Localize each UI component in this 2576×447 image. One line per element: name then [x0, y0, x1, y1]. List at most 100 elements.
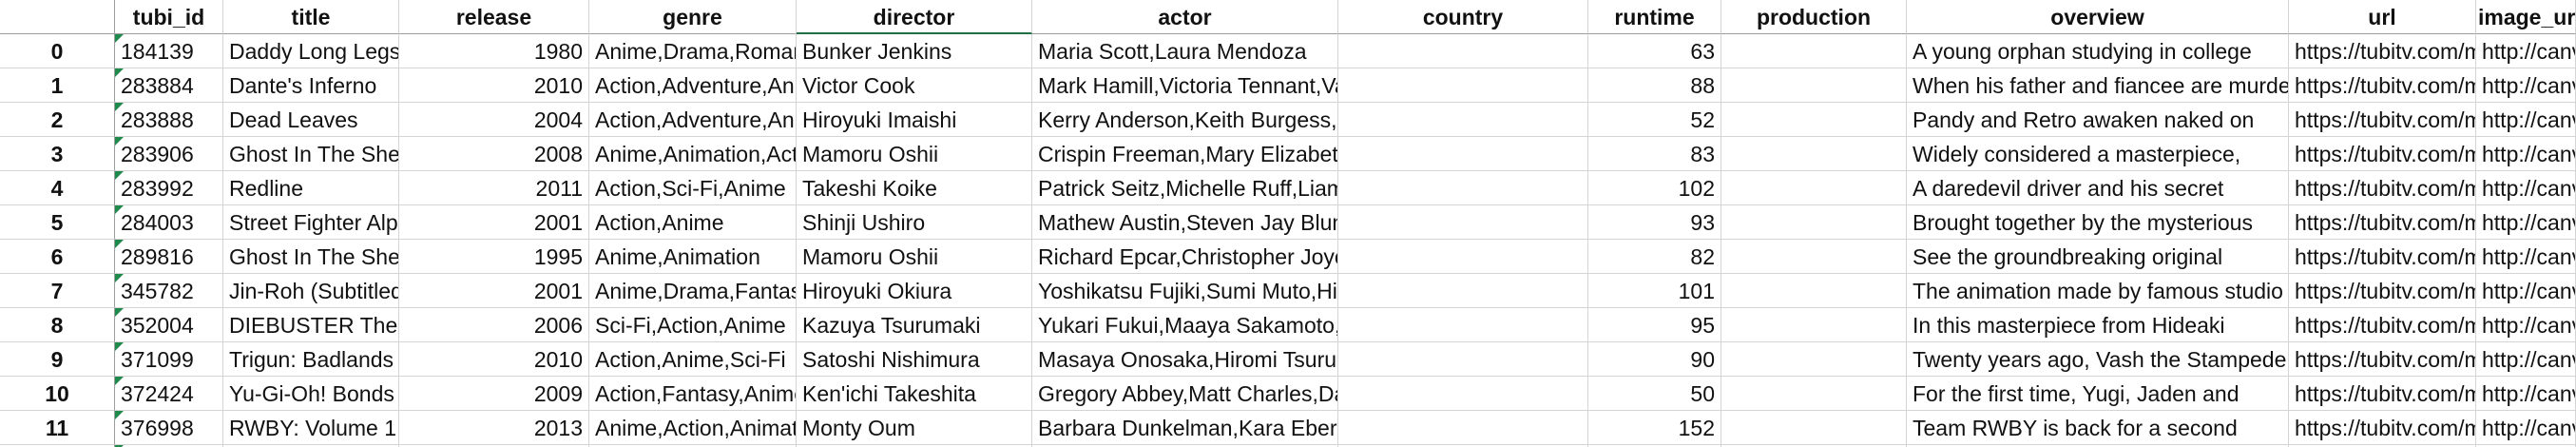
cell-country[interactable]: [1338, 68, 1588, 103]
cell-production[interactable]: [1721, 205, 1907, 240]
cell-director[interactable]: Mamoru Oshii: [797, 137, 1032, 171]
cell-director[interactable]: Bunker Jenkins: [797, 34, 1032, 68]
cell-director[interactable]: Shinji Aramaki: [797, 445, 1032, 447]
cell-runtime[interactable]: 102: [1588, 171, 1721, 205]
col-header-tubi-id[interactable]: tubi_id: [115, 0, 223, 34]
cell-image-url[interactable]: http://canvas-bridge.tubitv.com/fre5: [2476, 377, 2576, 411]
cell-url[interactable]: https://tubitv.com/movies/376998: [2289, 411, 2476, 445]
cell-runtime[interactable]: 50: [1588, 377, 1721, 411]
cell-image-url[interactable]: http://canvas-bridge.tubitv.com/HR6: [2476, 103, 2576, 137]
row-header[interactable]: 3: [0, 137, 115, 171]
cell-overview[interactable]: Twenty years ago, Vash the Stampede: [1907, 342, 2289, 377]
cell-country[interactable]: [1338, 308, 1588, 342]
col-header-genre[interactable]: genre: [589, 0, 797, 34]
col-header-director[interactable]: director: [797, 0, 1032, 34]
cell-runtime[interactable]: 95: [1588, 308, 1721, 342]
cell-production[interactable]: [1721, 308, 1907, 342]
cell-production[interactable]: [1721, 171, 1907, 205]
cell-title[interactable]: Ghost In The Shell: [223, 240, 399, 274]
cell-genre[interactable]: Anime,Drama,Fantasy: [589, 274, 797, 308]
cell-actor[interactable]: Maria Scott,Laura Mendoza: [1032, 34, 1338, 68]
cell-director[interactable]: Kazuya Tsurumaki: [797, 308, 1032, 342]
row-header[interactable]: 2: [0, 103, 115, 137]
cell-country[interactable]: [1338, 342, 1588, 377]
cell-director[interactable]: Hiroyuki Imaishi: [797, 103, 1032, 137]
cell-country[interactable]: [1338, 171, 1588, 205]
cell-overview[interactable]: Widely considered a masterpiece,: [1907, 137, 2289, 171]
cell-director[interactable]: Ken'ichi Takeshita: [797, 377, 1032, 411]
cell-genre[interactable]: Anime,Action,Animation: [589, 411, 797, 445]
cell-tubi-id[interactable]: 289816: [115, 240, 223, 274]
cell-image-url[interactable]: http://canvas-bridge02.tubitv.com/63: [2476, 34, 2576, 68]
cell-url[interactable]: https://tubitv.com/movies/184139: [2289, 34, 2476, 68]
cell-runtime[interactable]: 82: [1588, 240, 1721, 274]
row-header[interactable]: 1: [0, 68, 115, 103]
cell-director[interactable]: Satoshi Nishimura: [797, 342, 1032, 377]
cell-overview[interactable]: A daredevil driver and his secret: [1907, 171, 2289, 205]
cell-overview[interactable]: A young orphan studying in college: [1907, 34, 2289, 68]
cell-genre[interactable]: Action,Fantasy,Anime: [589, 377, 797, 411]
cell-genre[interactable]: Anime,Animation: [589, 240, 797, 274]
col-header-title[interactable]: title: [223, 0, 399, 34]
cell-country[interactable]: [1338, 445, 1588, 447]
cell-url[interactable]: https://tubitv.com/movies/345782: [2289, 274, 2476, 308]
cell-runtime[interactable]: 63: [1588, 34, 1721, 68]
cell-image-url[interactable]: http://canvas-bridge02.tubitv.com/R/: [2476, 205, 2576, 240]
cell-country[interactable]: [1338, 240, 1588, 274]
cell-overview[interactable]: For the first time, Yugi, Jaden and: [1907, 377, 2289, 411]
col-header-release[interactable]: release: [399, 0, 589, 34]
cell-overview[interactable]: Pandy and Retro awaken naked on: [1907, 103, 2289, 137]
cell-genre[interactable]: Anime,Sci-Fi: [589, 445, 797, 447]
cell-runtime[interactable]: 83: [1588, 137, 1721, 171]
cell-image-url[interactable]: http://canvas-bridge.tubitv.com/3M: [2476, 342, 2576, 377]
cell-url[interactable]: https://tubitv.com/movies/352004: [2289, 308, 2476, 342]
cell-actor[interactable]: Masaya Onosaka,Hiromi Tsuru: [1032, 342, 1338, 377]
cell-release[interactable]: 2001: [399, 205, 589, 240]
cell-actor[interactable]: Yû Aoi: [1032, 445, 1338, 447]
cell-url[interactable]: https://tubitv.com/movies/371099: [2289, 342, 2476, 377]
cell-actor[interactable]: Mathew Austin,Steven Jay Blum,Keith Burg…: [1032, 205, 1338, 240]
cell-tubi-id[interactable]: 283884: [115, 68, 223, 103]
cell-production[interactable]: [1721, 240, 1907, 274]
cell-release[interactable]: 2013: [399, 411, 589, 445]
cell-actor[interactable]: Mark Hamill,Victoria Tennant,Vanessa Bra…: [1032, 68, 1338, 103]
cell-title[interactable]: Redline: [223, 171, 399, 205]
cell-url[interactable]: https://tubitv.com/movies/283992: [2289, 171, 2476, 205]
cell-tubi-id[interactable]: 396830: [115, 445, 223, 447]
cell-overview[interactable]: The animation made by famous studio: [1907, 274, 2289, 308]
cell-tubi-id[interactable]: 283888: [115, 103, 223, 137]
cell-tubi-id[interactable]: 284003: [115, 205, 223, 240]
corner-cell[interactable]: [0, 0, 115, 34]
row-header[interactable]: 12: [0, 445, 115, 447]
cell-runtime[interactable]: 88: [1588, 68, 1721, 103]
cell-genre[interactable]: Action,Sci-Fi,Anime: [589, 171, 797, 205]
cell-production[interactable]: [1721, 411, 1907, 445]
cell-country[interactable]: [1338, 205, 1588, 240]
cell-country[interactable]: [1338, 137, 1588, 171]
cell-tubi-id[interactable]: 371099: [115, 342, 223, 377]
col-header-runtime[interactable]: runtime: [1588, 0, 1721, 34]
cell-actor[interactable]: Yukari Fukui,Maaya Sakamoto,Miyuki Sawas…: [1032, 308, 1338, 342]
cell-runtime[interactable]: 101: [1588, 274, 1721, 308]
cell-title[interactable]: RWBY: Volume 1: [223, 411, 399, 445]
cell-production[interactable]: [1721, 342, 1907, 377]
cell-image-url[interactable]: http://canvas-bridge.tubitv.com/LDak: [2476, 274, 2576, 308]
cell-genre[interactable]: Action,Adventure,Anime: [589, 68, 797, 103]
cell-production[interactable]: [1721, 137, 1907, 171]
cell-genre[interactable]: Anime,Animation,Action: [589, 137, 797, 171]
cell-overview[interactable]: In this masterpiece from Hideaki: [1907, 308, 2289, 342]
cell-url[interactable]: https://tubitv.com/movies/284003: [2289, 205, 2476, 240]
cell-actor[interactable]: Yoshikatsu Fujiki,Sumi Muto,Hiroyuki Kin…: [1032, 274, 1338, 308]
cell-url[interactable]: https://tubitv.com/movies/283906: [2289, 137, 2476, 171]
col-header-image-url[interactable]: image_url: [2476, 0, 2576, 34]
cell-image-url[interactable]: http://canvas-bridge.tubitv.com/CtEl: [2476, 137, 2576, 171]
cell-tubi-id[interactable]: 345782: [115, 274, 223, 308]
cell-country[interactable]: [1338, 274, 1588, 308]
row-header[interactable]: 10: [0, 377, 115, 411]
cell-overview[interactable]: Brought together by the mysterious: [1907, 205, 2289, 240]
cell-tubi-id[interactable]: 376998: [115, 411, 223, 445]
cell-runtime[interactable]: 152: [1588, 411, 1721, 445]
cell-release[interactable]: 2011: [399, 171, 589, 205]
cell-country[interactable]: [1338, 103, 1588, 137]
